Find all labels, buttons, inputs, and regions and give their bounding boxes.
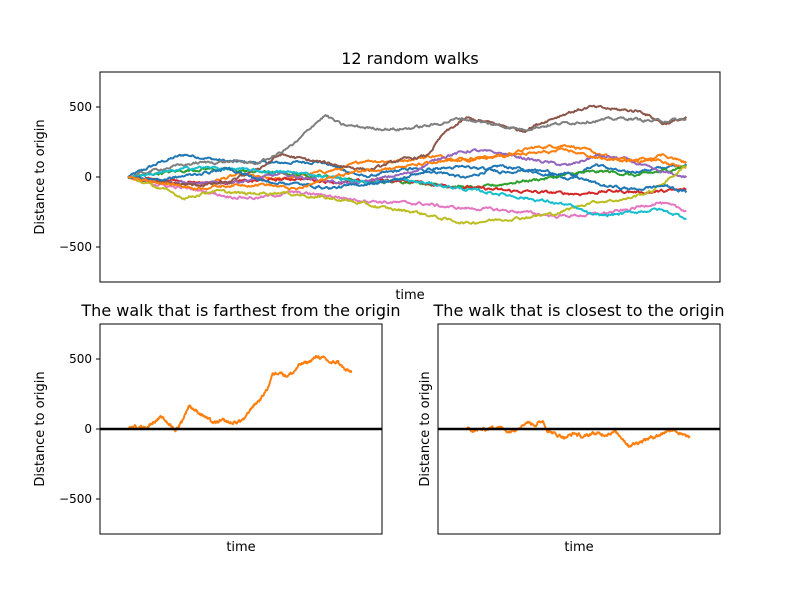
farthest-ylabel: Distance to origin xyxy=(33,371,48,486)
walk-line-10 xyxy=(127,165,687,220)
farthest-walk-line-1 xyxy=(127,354,353,433)
closest-ylabel: Distance to origin xyxy=(418,371,433,486)
farthest-ytick-label-neg500: −500 xyxy=(59,492,92,506)
top-ytick-label-0: 0 xyxy=(84,170,92,184)
farthest-series-layer xyxy=(127,354,353,433)
farthest-ytick-label-500: 500 xyxy=(69,352,92,366)
top-xlabel: time xyxy=(395,288,424,303)
top-ytick-label-neg500: −500 xyxy=(59,240,92,254)
walk-line-9 xyxy=(127,165,687,225)
walk-line-11 xyxy=(127,164,688,194)
farthest-xlabel: time xyxy=(226,540,255,555)
farthest-axes: The walk that is farthest from the origi… xyxy=(33,301,401,555)
closest-axes: The walk that is closest to the origin t… xyxy=(418,301,724,555)
top-ytick-label-500: 500 xyxy=(69,100,92,114)
top-axes: 12 random walks time Distance to origin … xyxy=(33,49,721,303)
top-axes-frame xyxy=(99,71,721,283)
farthest-title: The walk that is farthest from the origi… xyxy=(80,301,400,320)
walk-line-6 xyxy=(127,104,688,188)
walk-line-2 xyxy=(127,144,687,187)
top-series-layer xyxy=(127,104,688,225)
walk-line-7 xyxy=(127,175,687,219)
closest-title: The walk that is closest to the origin xyxy=(433,301,725,320)
farthest-ytick-label-0: 0 xyxy=(84,422,92,436)
walk-line-8 xyxy=(127,114,687,179)
farthest-axes-frame xyxy=(99,323,383,535)
closest-axes-frame xyxy=(437,323,721,535)
walk-line-12 xyxy=(127,147,688,191)
top-ylabel: Distance to origin xyxy=(33,119,48,234)
top-title: 12 random walks xyxy=(341,49,479,68)
closest-xlabel: time xyxy=(564,540,593,555)
